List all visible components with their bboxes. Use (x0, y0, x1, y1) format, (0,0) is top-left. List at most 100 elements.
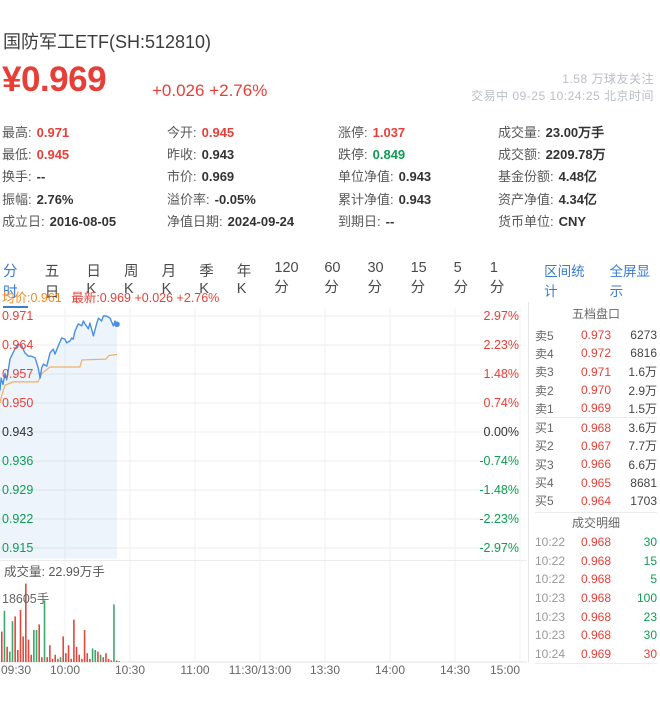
stat-value: 0.943 (201, 147, 235, 163)
stat-item: 溢价率: -0.05% (167, 189, 332, 211)
stat-label: 跌停: (338, 147, 368, 163)
trade-price: 0.968 (580, 553, 611, 568)
trade-row: 10:22 0.968 5 (535, 570, 657, 589)
stat-item: 振幅: 2.76% (2, 189, 167, 211)
tab-日K[interactable]: 日K (86, 264, 101, 297)
level-label: 买3 (535, 457, 554, 472)
level-label: 买1 (535, 421, 554, 436)
stat-value: -0.05% (214, 191, 256, 207)
trade-time: 10:23 (535, 628, 566, 643)
stat-item: 资产净值: 4.34亿 (498, 189, 660, 211)
tab-120分[interactable]: 120分 (274, 260, 299, 296)
stat-value: 0.943 (398, 191, 432, 207)
tab-5分[interactable]: 5分 (453, 260, 469, 296)
stat-label: 净值日期: (167, 213, 223, 229)
stat-value: 2016-08-05 (49, 213, 117, 229)
trade-price: 0.968 (580, 591, 611, 606)
stat-value: 0.945 (201, 125, 235, 140)
y-axis-price-label: 0.936 (2, 454, 33, 468)
followers-count: 1.58 万球友关注 (562, 72, 654, 86)
stat-value: CNY (558, 213, 587, 229)
stat-label: 今开: (167, 125, 197, 140)
y-axis-pct-label: -2.23% (479, 512, 519, 526)
session-timestamp: 交易中 09-25 10:24:25 北京时间 (471, 89, 654, 103)
stat-item: 今开: 0.945 (167, 122, 332, 144)
order-book-row: 卖3 0.971 1.6万 (535, 363, 657, 381)
level-label: 卖3 (535, 365, 554, 380)
level-price: 0.972 (580, 346, 611, 361)
tab-五日[interactable]: 五日 (44, 264, 60, 301)
level-label: 买4 (535, 476, 554, 491)
stat-value: 0.969 (201, 169, 235, 185)
stat-label: 换手: (2, 169, 32, 185)
tab-60分[interactable]: 60分 (324, 260, 341, 296)
range-stats-link[interactable]: 区间统计 (544, 264, 585, 299)
tab-15分[interactable]: 15分 (410, 260, 427, 296)
x-axis-time-label: 15:00 (490, 663, 520, 677)
trade-row: 10:22 0.968 30 (535, 533, 657, 552)
trade-qty: 30 (643, 535, 657, 550)
trade-price: 0.968 (580, 535, 611, 550)
order-book-title: 五档盘口 (571, 307, 620, 321)
stat-value: 0.943 (398, 169, 432, 185)
level-label: 卖2 (535, 383, 554, 398)
trade-price: 0.969 (580, 646, 611, 661)
y-axis-price-label: 0.964 (2, 338, 33, 352)
stat-label: 市价: (167, 169, 197, 185)
tab-周K[interactable]: 周K (124, 264, 139, 297)
y-axis-price-label: 0.943 (2, 425, 33, 439)
trade-qty: 15 (643, 553, 657, 568)
stats-column: 今开: 0.945 昨收: 0.943 市价: 0.969 溢价率: -0.05% 净值日期: 2… (167, 122, 332, 233)
level-qty: 3.6万 (628, 421, 657, 436)
x-axis-time-label: 14:30 (440, 663, 470, 677)
trade-row: 10:24 0.969 30 (535, 645, 657, 664)
level-price: 0.968 (580, 420, 611, 435)
tab-分时[interactable]: 分时 (3, 260, 28, 308)
stat-value: -- (36, 169, 46, 185)
stat-value: 2.76% (36, 191, 74, 207)
fullscreen-link[interactable]: 全屏显示 (609, 264, 651, 299)
stat-value: 2024-09-24 (227, 213, 295, 229)
stat-item: 成交量: 23.00万手 (498, 122, 660, 144)
stat-label: 振幅: (2, 191, 32, 207)
order-book-row: 买5 0.964 1703 (535, 492, 657, 510)
tab-1分[interactable]: 1分 (489, 260, 505, 296)
level-label: 卖1 (535, 401, 554, 416)
y-axis-pct-label: -2.97% (479, 541, 519, 555)
stat-item: 基金份额: 4.48亿 (498, 166, 660, 188)
trade-qty: 100 (636, 591, 657, 606)
level-price: 0.965 (580, 475, 611, 490)
stat-item: 净值日期: 2024-09-24 (167, 211, 332, 233)
stat-label: 单位净值: (338, 169, 394, 185)
trade-row: 10:22 0.968 15 (535, 552, 657, 571)
tab-30分[interactable]: 30分 (367, 260, 384, 296)
order-book-row: 买1 0.968 3.6万 (535, 418, 657, 436)
trade-price: 0.968 (580, 572, 611, 587)
order-book-row: 卖5 0.973 6273 (535, 326, 657, 344)
level-label: 卖4 (535, 346, 554, 361)
tab-月K[interactable]: 月K (161, 264, 177, 297)
bid-levels: 买1 0.968 3.6万 买2 0.967 7.7万 买3 0.966 6.6万 买4 0.965… (535, 417, 657, 509)
instrument-title: 国防军工ETF(SH:512810) (3, 32, 212, 52)
stat-item: 最低: 0.945 (2, 144, 167, 166)
stat-value: 0.945 (36, 147, 70, 163)
order-book-row: 卖1 0.969 1.5万 (535, 399, 657, 417)
stat-value: 4.34亿 (558, 191, 597, 207)
intraday-chart[interactable]: 0.971 0.964 0.957 0.950 0.943 0.936 0.929 0.922… (0, 302, 527, 680)
level-qty: 6816 (630, 346, 657, 361)
stat-value: 1.037 (372, 125, 406, 140)
y-axis-pct-label: 1.48% (484, 367, 519, 381)
y-axis-price-label: 0.915 (2, 541, 33, 555)
tab-季K[interactable]: 季K (199, 264, 214, 297)
y-axis-price-label: 0.971 (2, 309, 33, 323)
y-axis-pct-label: -1.48% (479, 483, 519, 497)
tab-年K[interactable]: 年K (236, 264, 252, 297)
trade-qty: 30 (643, 628, 657, 643)
y-axis-price-label: 0.929 (2, 483, 33, 497)
chart-legend: 均价:0.961 最新:0.969 +0.026 +2.76% (2, 287, 219, 306)
stat-item: 累计净值: 0.943 (338, 189, 503, 211)
trade-qty: 5 (650, 572, 657, 587)
level-label: 卖5 (535, 328, 554, 343)
trade-time: 10:22 (535, 535, 566, 550)
stats-column: 成交量: 23.00万手 成交额: 2209.78万 基金份额: 4.48亿 资产净值: 4.… (498, 122, 660, 233)
